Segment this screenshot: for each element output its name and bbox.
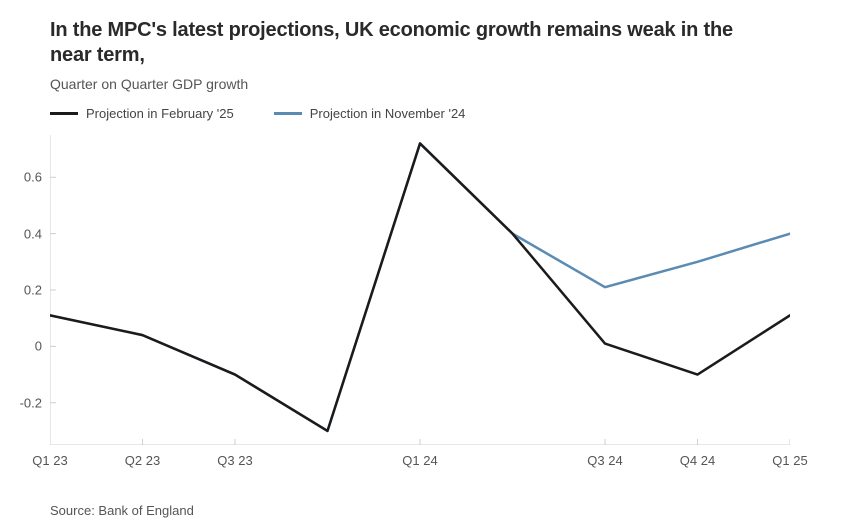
series-line bbox=[50, 143, 790, 430]
x-tick-label: Q3 24 bbox=[587, 445, 622, 468]
chart-plot-area: -0.200.20.40.6Q1 23Q2 23Q3 23Q1 24Q3 24Q… bbox=[50, 135, 790, 445]
series-line bbox=[50, 143, 790, 430]
x-tick-label: Q4 24 bbox=[680, 445, 715, 468]
legend: Projection in February '25 Projection in … bbox=[50, 106, 818, 121]
y-tick-label: 0.4 bbox=[24, 226, 50, 241]
legend-swatch bbox=[274, 112, 302, 115]
chart-container: In the MPC's latest projections, UK econ… bbox=[0, 0, 848, 532]
legend-label: Projection in February '25 bbox=[86, 106, 234, 121]
legend-swatch bbox=[50, 112, 78, 115]
x-tick-label: Q1 23 bbox=[32, 445, 67, 468]
chart-title: In the MPC's latest projections, UK econ… bbox=[50, 18, 750, 68]
legend-item: Projection in November '24 bbox=[274, 106, 466, 121]
legend-item: Projection in February '25 bbox=[50, 106, 234, 121]
x-tick-label: Q3 23 bbox=[217, 445, 252, 468]
y-tick-label: -0.2 bbox=[20, 395, 50, 410]
chart-subtitle: Quarter on Quarter GDP growth bbox=[50, 76, 818, 92]
legend-label: Projection in November '24 bbox=[310, 106, 466, 121]
x-tick-label: Q1 25 bbox=[772, 445, 807, 468]
x-tick-label: Q1 24 bbox=[402, 445, 437, 468]
source-attribution: Source: Bank of England bbox=[50, 503, 194, 518]
y-tick-label: 0.6 bbox=[24, 170, 50, 185]
x-tick-label: Q2 23 bbox=[125, 445, 160, 468]
y-tick-label: 0.2 bbox=[24, 283, 50, 298]
chart-svg bbox=[50, 135, 790, 445]
y-tick-label: 0 bbox=[35, 339, 50, 354]
